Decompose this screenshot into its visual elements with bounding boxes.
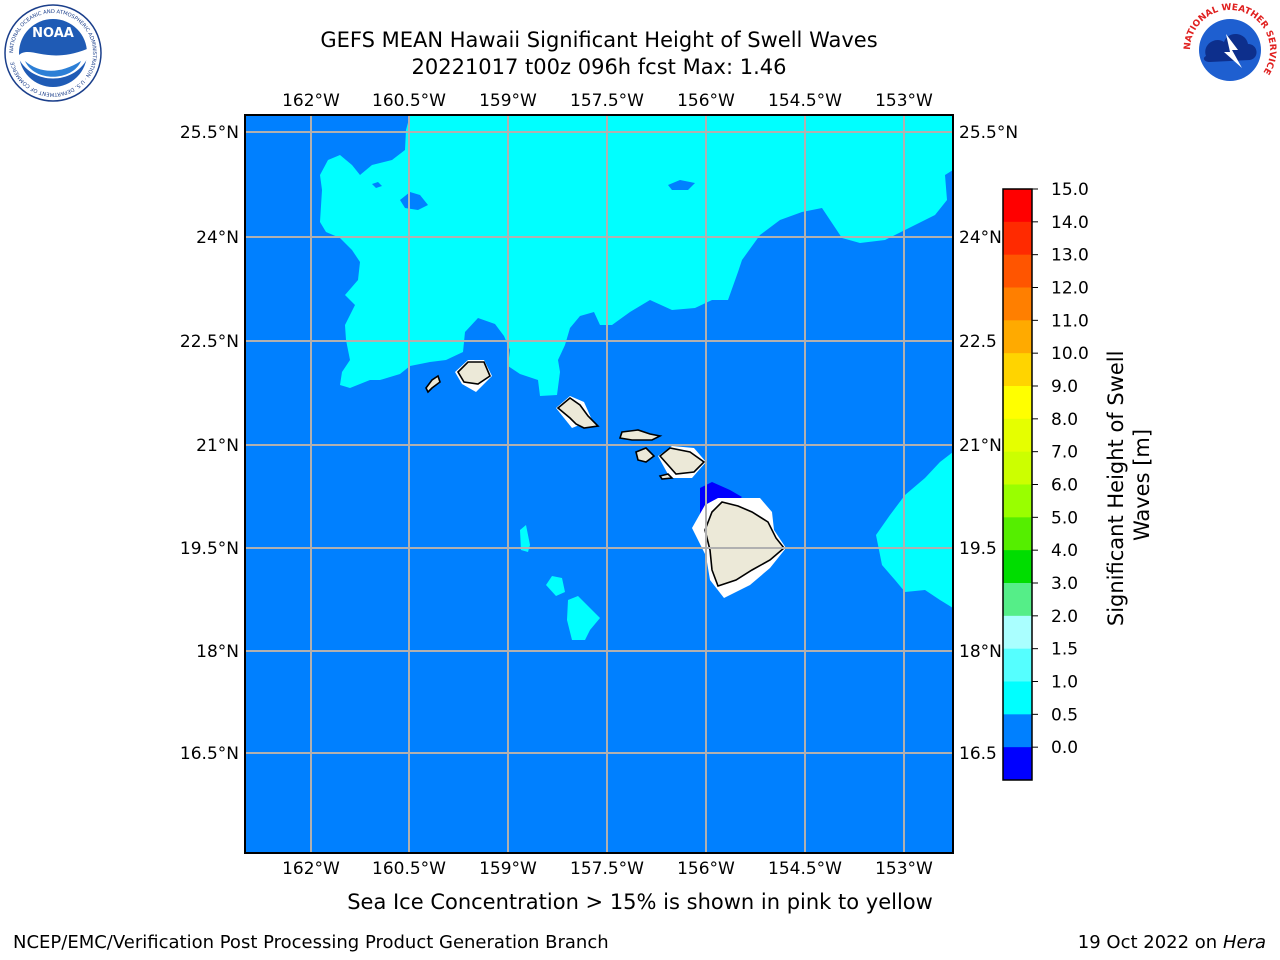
footer-date: 19 Oct 2022 on Hera [1077,932,1266,953]
lat-label-right: 18°N [959,642,1002,662]
lon-label-top: 162°W [282,91,340,111]
chart-title: GEFS MEAN Hawaii Significant Height of S… [320,28,878,52]
swell-1.0-1.5-east-region [876,452,953,608]
graticule [245,115,953,853]
footer-host: Hera [1222,932,1266,953]
lon-label-top: 157.5°W [570,91,644,111]
lon-label-bottom: 156°W [677,859,735,879]
colorbar-tick-label: 9.0 [1051,377,1078,397]
lat-label-right: 25.5°N [959,123,1018,143]
colorbar-label: Significant Height of Swell Waves [m] [1104,344,1154,626]
colorbar-swatch [1003,615,1032,650]
lat-label-left: 24°N [196,228,239,248]
nws-logo: NATIONAL WEATHER SERVICE [1183,3,1277,97]
colorbar-swatch [1003,353,1032,387]
lat-label-left: 16.5°N [180,744,239,764]
lon-label-top: 153°W [875,91,933,111]
lat-label-right: 22.5 [959,332,997,352]
colorbar-tick-label: 7.0 [1051,443,1078,463]
colorbar-swatch [1003,189,1032,223]
niihau-island [425,374,441,394]
svg-text:NOAA: NOAA [32,26,74,41]
swell-1.0-1.5-north-region [320,115,953,396]
colorbar-tick-label: 6.0 [1051,476,1078,496]
lon-label-bottom: 157.5°W [570,859,644,879]
colorbar-swatch [1003,517,1032,551]
lat-label-right: 21°N [959,436,1002,456]
kauai-island [456,361,491,385]
colorbar-swatch [1003,386,1032,420]
swell-hole [400,192,428,210]
footer-branch: NCEP/EMC/Verification Post Processing Pr… [13,932,609,953]
swell-patch [520,525,530,552]
lon-label-top: 160.5°W [372,91,446,111]
lat-label-left: 18°N [196,642,239,662]
colorbar-tick-label: 2.0 [1051,607,1078,627]
lon-label-top: 159°W [479,91,537,111]
lat-label-left: 21°N [196,436,239,456]
noaa-logo: NATIONAL OCEANIC AND ATMOSPHERIC ADMINIS… [4,4,102,102]
swell-hole [372,182,382,188]
sea-ice-caption: Sea Ice Concentration > 15% is shown in … [347,890,933,914]
colorbar-tick-label: 1.5 [1051,640,1078,660]
colorbar-swatch [1003,550,1032,584]
colorbar-tick-label: 11.0 [1051,311,1089,331]
maui-island [658,447,706,475]
colorbar-tick-label: 0.0 [1051,738,1078,758]
lat-label-left: 22.5°N [180,332,239,352]
colorbar-swatch [1003,583,1032,617]
swell-hole [668,180,695,190]
lon-label-top: 156°W [677,91,735,111]
swell-patch [567,596,600,640]
lon-label-bottom: 153°W [875,859,933,879]
colorbar-swatch [1003,451,1032,485]
lon-label-bottom: 159°W [479,859,537,879]
lat-label-right: 19.5 [959,539,997,559]
chart-subtitle: 20221017 t00z 096h fcst Max: 1.46 [411,55,787,79]
colorbar-tick-label: 15.0 [1051,180,1089,200]
lat-label-right: 16.5 [959,744,997,764]
lon-label-bottom: 160.5°W [372,859,446,879]
colorbar-swatch [1003,648,1032,682]
lon-label-bottom: 154.5°W [768,859,842,879]
colorbar-swatch [1003,714,1032,748]
colorbar-tick-label: 8.0 [1051,410,1078,430]
lat-label-left: 19.5°N [180,539,239,559]
colorbar-swatch [1003,681,1032,715]
molokai-island [618,429,663,441]
map-frame [244,114,954,854]
colorbar-tick-label: 5.0 [1051,508,1078,528]
kahoolawe-island [658,473,674,480]
colorbar-swatch [1003,221,1032,256]
lon-label-bottom: 162°W [282,859,340,879]
colorbar-swatch [1003,747,1032,781]
colorbar-tick-label: 14.0 [1051,213,1089,233]
lanai-island [635,447,656,463]
colorbar-tick-label: 1.0 [1051,673,1078,693]
colorbar-swatch [1003,484,1032,518]
colorbar: 15.0 14.0 13.0 12.0 11.0 10.0 9.0 8.0 7.0 6.0 5.0 4… [1002,180,1089,781]
colorbar-swatch [1003,287,1032,321]
colorbar-swatch [1003,320,1032,354]
lat-label-left: 25.5°N [180,123,239,143]
colorbar-tick-label: 0.5 [1051,705,1078,725]
colorbar-tick-label: 13.0 [1051,246,1089,266]
colorbar-tick-label: 12.0 [1051,279,1089,299]
colorbar-swatch [1003,254,1032,288]
swell-patch [546,576,565,596]
oahu-island [556,396,600,429]
colorbar-tick-label: 4.0 [1051,541,1078,561]
lat-label-right: 24°N [959,228,1002,248]
colorbar-swatch [1003,418,1032,453]
lon-label-top: 154.5°W [768,91,842,111]
colorbar-tick-label: 10.0 [1051,344,1089,364]
colorbar-tick-label: 3.0 [1051,574,1078,594]
